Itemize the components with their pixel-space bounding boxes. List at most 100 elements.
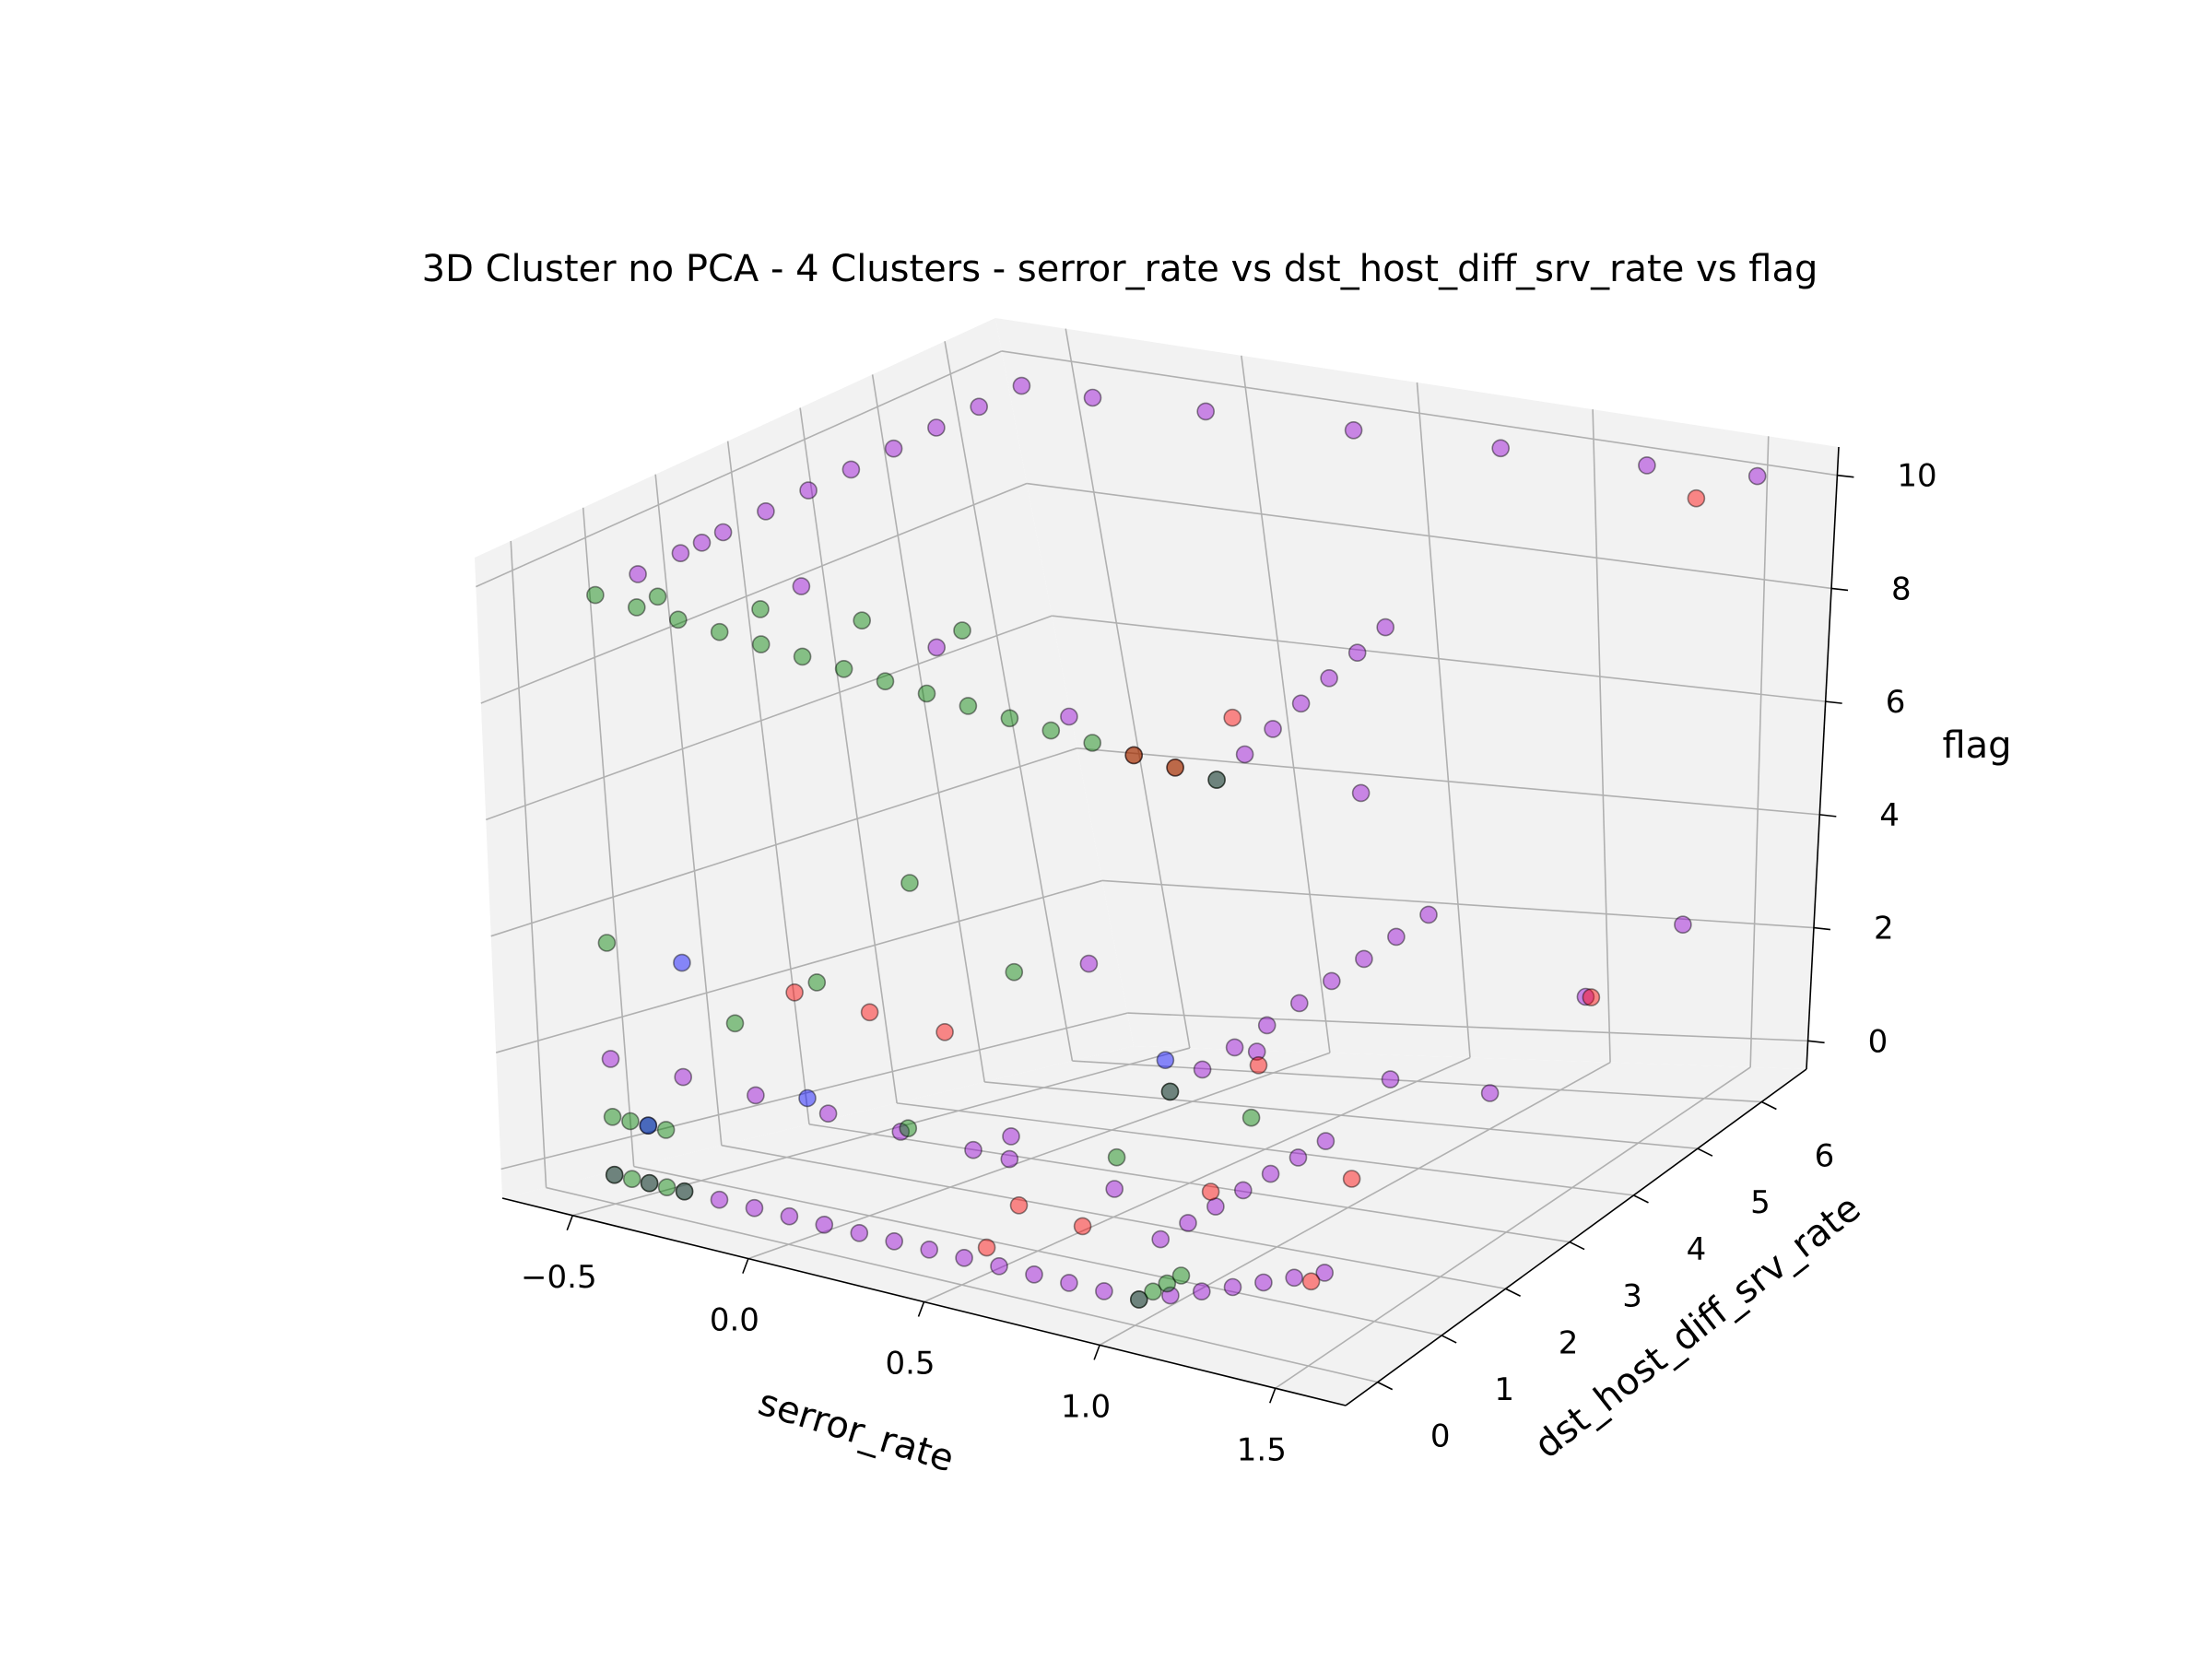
cluster-2-point [860, 1003, 879, 1022]
cluster-3-point [639, 1116, 658, 1135]
cluster-0-point [1264, 720, 1282, 738]
cluster-0-point [1235, 745, 1254, 764]
cluster-1-point [622, 1170, 641, 1188]
cluster-0-point [1381, 1070, 1400, 1088]
cluster-0-point [799, 481, 818, 500]
cluster-0-point [1254, 1273, 1273, 1292]
cluster-0-point [1012, 376, 1031, 395]
y-tick-label: 4 [1687, 1231, 1707, 1268]
cluster-2-point [1249, 1056, 1268, 1075]
cluster-2-point [1223, 708, 1241, 727]
y-gridline [726, 441, 810, 1124]
y-tick [1377, 1381, 1394, 1391]
cluster-0-point [1193, 1060, 1212, 1079]
cluster-3-point [673, 953, 691, 972]
z-gridline [1052, 615, 1826, 702]
cluster-0-point [1130, 1290, 1148, 1309]
x-tick [1269, 1387, 1277, 1404]
cluster-0-point [1347, 643, 1367, 663]
cluster-1-point [603, 1108, 622, 1126]
cluster-1-point [1130, 1290, 1148, 1309]
cluster-0-point [1491, 439, 1510, 458]
y-gridline [510, 540, 547, 1188]
cluster-0-point [629, 565, 647, 583]
cluster-0-point [1257, 1016, 1277, 1035]
cluster-0-point [1234, 1181, 1253, 1200]
cluster-0-point [601, 1050, 620, 1068]
cluster-1-point [648, 587, 667, 606]
cluster-1-point [1000, 709, 1019, 728]
cluster-0-point [1079, 954, 1099, 973]
x-tick [917, 1301, 925, 1317]
cluster-1-point [621, 1112, 640, 1131]
cluster-0-point [1323, 971, 1341, 991]
cluster-0-point [1179, 1214, 1197, 1232]
cluster-1-point [876, 672, 895, 691]
cluster-1-point [639, 1116, 658, 1135]
x-gridline [1065, 328, 1191, 1049]
z-tick [1837, 474, 1854, 478]
cluster-1-point [1158, 1274, 1177, 1293]
x-tick [1093, 1345, 1100, 1360]
x-tick-label: 1.5 [1237, 1431, 1287, 1468]
cluster-1-point [834, 659, 853, 678]
cluster-2-point [1582, 988, 1601, 1006]
cluster-0-point [640, 1173, 659, 1193]
cluster-1-point [953, 621, 971, 640]
z-axis-line [1806, 446, 1840, 1070]
y-gridline [808, 1124, 1571, 1243]
back-pane [995, 318, 1839, 1069]
x-gridline [572, 1047, 1191, 1217]
y-gridline [944, 341, 1074, 1062]
cluster-1-point [751, 635, 771, 653]
cluster-1-point [1207, 771, 1226, 789]
cluster-0-point [671, 544, 690, 563]
cluster-1-point [586, 585, 605, 605]
z-gridline [1127, 1012, 1808, 1042]
cluster-1-point [899, 1119, 918, 1137]
z-tick-label: 4 [1879, 797, 1900, 834]
cluster-2-point [1124, 746, 1143, 765]
cluster-0-point [841, 460, 861, 479]
z-tick [1825, 700, 1842, 704]
y-gridline [871, 374, 986, 1083]
cluster-0-point [1083, 388, 1102, 407]
z-gridline [1001, 350, 1838, 477]
cluster-0-point [1315, 1264, 1334, 1282]
x-tick-label: 0.5 [885, 1346, 935, 1382]
cluster-0-point [1351, 783, 1371, 803]
x-gridline [747, 1052, 1331, 1260]
cluster-0-point [1225, 1038, 1244, 1057]
y-axis-line [1345, 1068, 1807, 1406]
cluster-1-point [1083, 734, 1101, 752]
cluster-0-point [920, 1241, 939, 1259]
cluster-1-point [1166, 758, 1184, 777]
cluster-2-point [1201, 1182, 1220, 1201]
cluster-1-point [751, 600, 770, 618]
cluster-0-point [815, 1216, 834, 1234]
x-gridline [1592, 409, 1611, 1063]
cluster-0-point [1288, 1148, 1308, 1167]
y-tick [1761, 1100, 1777, 1111]
y-gridline [799, 407, 898, 1103]
panes [475, 318, 1839, 1406]
z-tick-label: 0 [1868, 1023, 1888, 1060]
cluster-0-point [1344, 420, 1363, 440]
x-gridline [1099, 1062, 1611, 1347]
cluster-0-point [792, 577, 811, 595]
y-tick-label: 5 [1750, 1184, 1771, 1221]
z-gridline [486, 615, 1053, 821]
cluster-3-point [798, 1088, 817, 1108]
cluster-0-point [1285, 1268, 1303, 1288]
cluster-2-point [1342, 1170, 1361, 1188]
cluster-0-point [1105, 1180, 1124, 1198]
cluster-1-point [725, 1014, 745, 1033]
z-tick-label: 8 [1891, 571, 1912, 607]
cluster-2-point [935, 1023, 954, 1041]
x-axis-label: serror_rate [753, 1382, 959, 1481]
cluster-1-point [605, 1165, 624, 1184]
cluster-0-point [1161, 1286, 1180, 1305]
x-gridline [924, 1056, 1471, 1303]
cluster-0-point [1387, 927, 1406, 947]
y-gridline [582, 507, 635, 1167]
